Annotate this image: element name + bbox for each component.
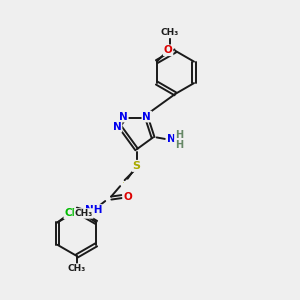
Text: N: N [142,112,151,122]
Text: N: N [113,122,122,132]
Text: N: N [119,112,128,122]
Text: Cl: Cl [64,208,76,218]
Text: N: N [167,134,175,144]
Text: H: H [175,130,183,140]
Text: H: H [175,140,183,150]
Text: CH₃: CH₃ [160,28,179,38]
Text: S: S [133,161,141,171]
Text: O: O [123,192,132,202]
Text: NH: NH [85,205,102,215]
Text: O: O [164,45,172,55]
Text: CH₃: CH₃ [75,209,93,218]
Text: S: S [133,161,141,171]
Text: S: S [123,182,124,183]
Text: CH₃: CH₃ [68,264,86,273]
